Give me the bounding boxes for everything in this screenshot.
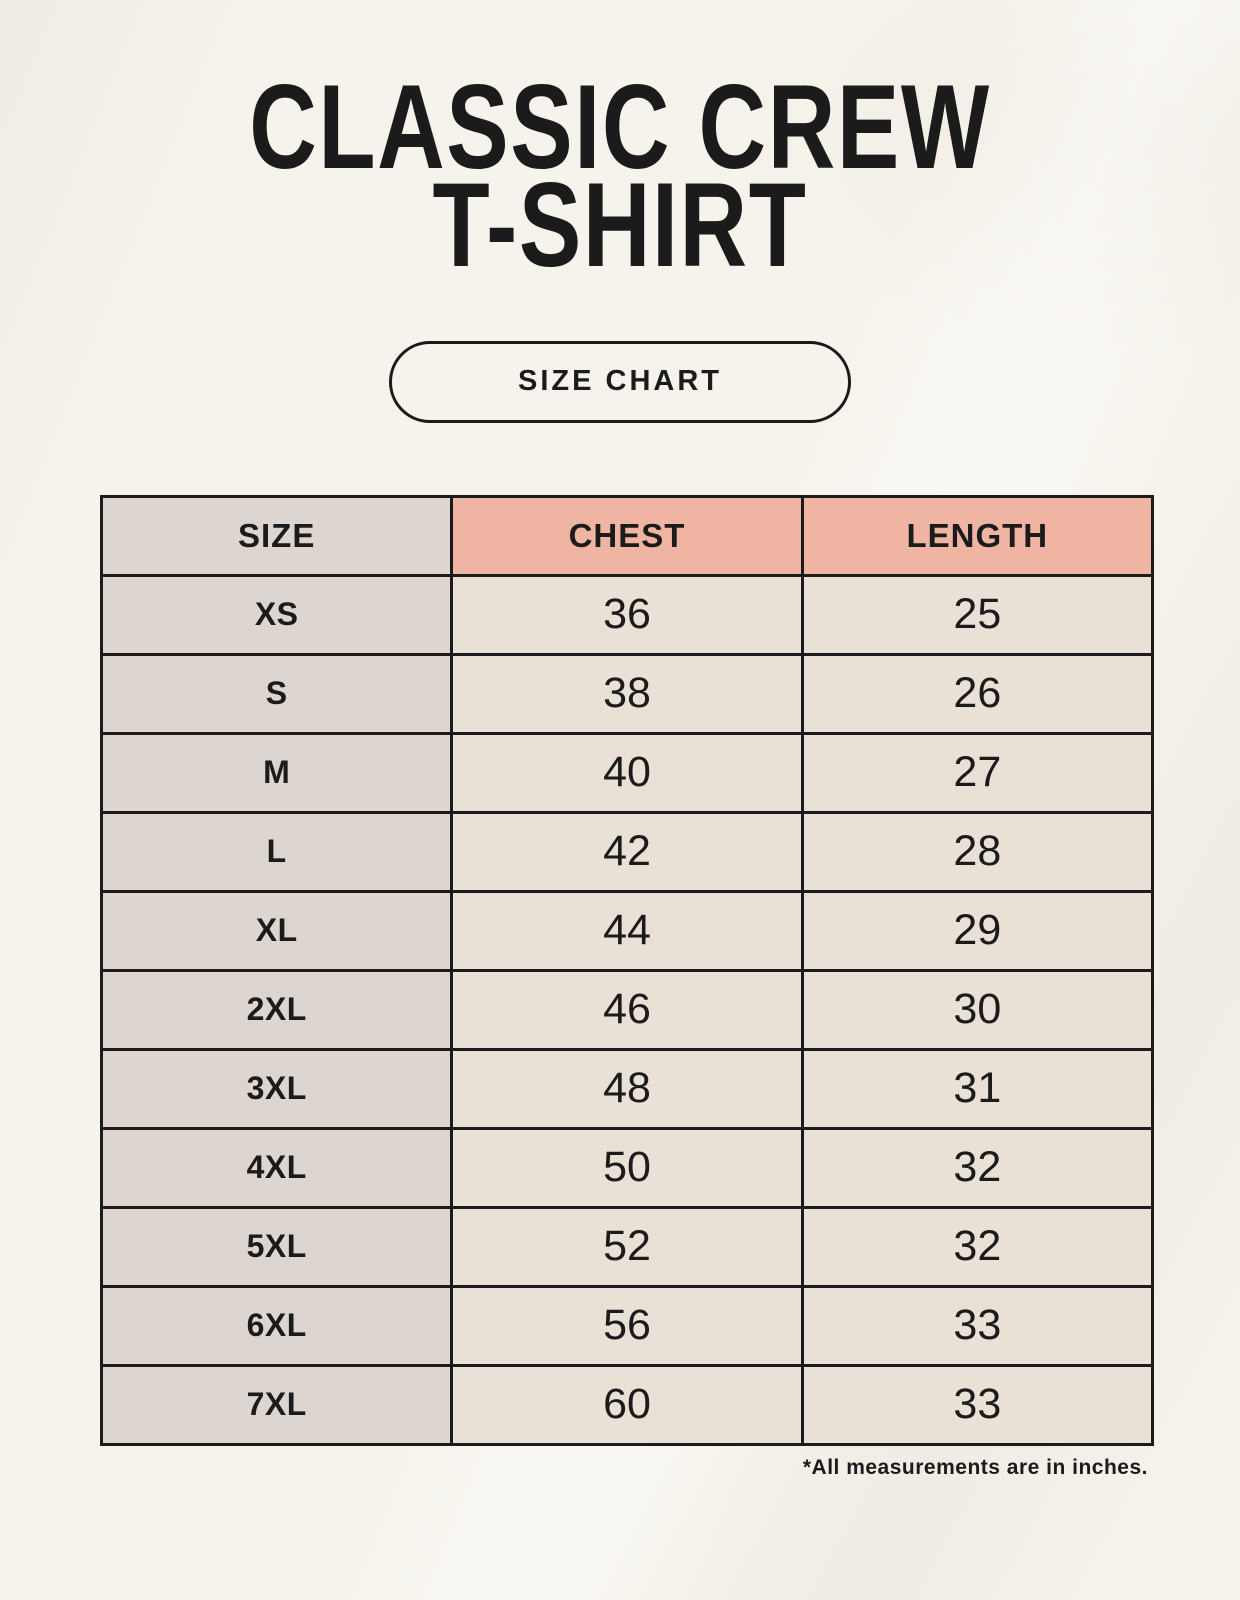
- size-cell: 5XL: [99, 1205, 454, 1288]
- table-row: 7XL 60 33: [99, 1363, 1155, 1446]
- size-chart-button[interactable]: SIZE CHART: [389, 340, 851, 423]
- column-header-chest: CHEST: [450, 494, 804, 577]
- chest-cell: 44: [450, 889, 804, 972]
- length-cell: 25: [800, 573, 1155, 656]
- length-cell: 33: [800, 1284, 1155, 1367]
- length-cell: 27: [800, 731, 1155, 814]
- length-cell: 32: [800, 1126, 1155, 1209]
- length-cell: 29: [800, 889, 1155, 972]
- column-header-length: LENGTH: [800, 494, 1155, 577]
- table-row: 5XL 52 32: [99, 1205, 1155, 1288]
- table-row: S 38 26: [99, 652, 1155, 735]
- chest-cell: 50: [450, 1126, 804, 1209]
- size-cell: L: [99, 810, 454, 893]
- size-cell: XS: [99, 573, 454, 656]
- size-cell: 7XL: [99, 1363, 454, 1446]
- size-cell: 2XL: [99, 968, 454, 1051]
- size-table-body: XS 36 25 S 38 26 M 40 27 L 42 28 XL 44 2…: [99, 573, 1155, 1446]
- table-row: M 40 27: [99, 731, 1155, 814]
- table-row: 3XL 48 31: [99, 1047, 1155, 1130]
- length-cell: 28: [800, 810, 1155, 893]
- table-row: 2XL 46 30: [99, 968, 1155, 1051]
- size-cell: 6XL: [99, 1284, 454, 1367]
- page-title-line-1: CLASSIC CREW: [249, 60, 991, 194]
- length-cell: 26: [800, 652, 1155, 735]
- length-cell: 33: [800, 1363, 1155, 1446]
- table-row: L 42 28: [99, 810, 1155, 893]
- chest-cell: 52: [450, 1205, 804, 1288]
- size-cell: M: [99, 731, 454, 814]
- page-title-line-2: T-SHIRT: [432, 158, 808, 293]
- chest-cell: 40: [450, 731, 804, 814]
- chest-cell: 36: [450, 573, 804, 656]
- size-chart-button-label: SIZE CHART: [518, 365, 722, 398]
- length-cell: 30: [800, 968, 1155, 1051]
- size-cell: 3XL: [99, 1047, 454, 1130]
- table-row: 6XL 56 33: [99, 1284, 1155, 1367]
- chest-cell: 42: [450, 810, 804, 893]
- page-title: CLASSIC CREW T-SHIRT: [136, 0, 1103, 293]
- chest-cell: 60: [450, 1363, 804, 1446]
- size-table: SIZE CHEST LENGTH XS 36 25 S 38 26 M 40 …: [99, 494, 1155, 1446]
- chest-cell: 38: [450, 652, 804, 735]
- size-cell: 4XL: [99, 1126, 454, 1209]
- chest-cell: 48: [450, 1047, 804, 1130]
- size-cell: S: [99, 652, 454, 735]
- column-header-size: SIZE: [99, 494, 454, 577]
- length-cell: 32: [800, 1205, 1155, 1288]
- table-header-row: SIZE CHEST LENGTH: [99, 494, 1155, 577]
- chest-cell: 56: [450, 1284, 804, 1367]
- size-cell: XL: [99, 889, 454, 972]
- chest-cell: 46: [450, 968, 804, 1051]
- table-row: XL 44 29: [99, 889, 1155, 972]
- table-row: XS 36 25: [99, 573, 1155, 656]
- length-cell: 31: [800, 1047, 1155, 1130]
- measurements-note: *All measurements are in inches.: [802, 1455, 1148, 1479]
- table-row: 4XL 50 32: [99, 1126, 1155, 1209]
